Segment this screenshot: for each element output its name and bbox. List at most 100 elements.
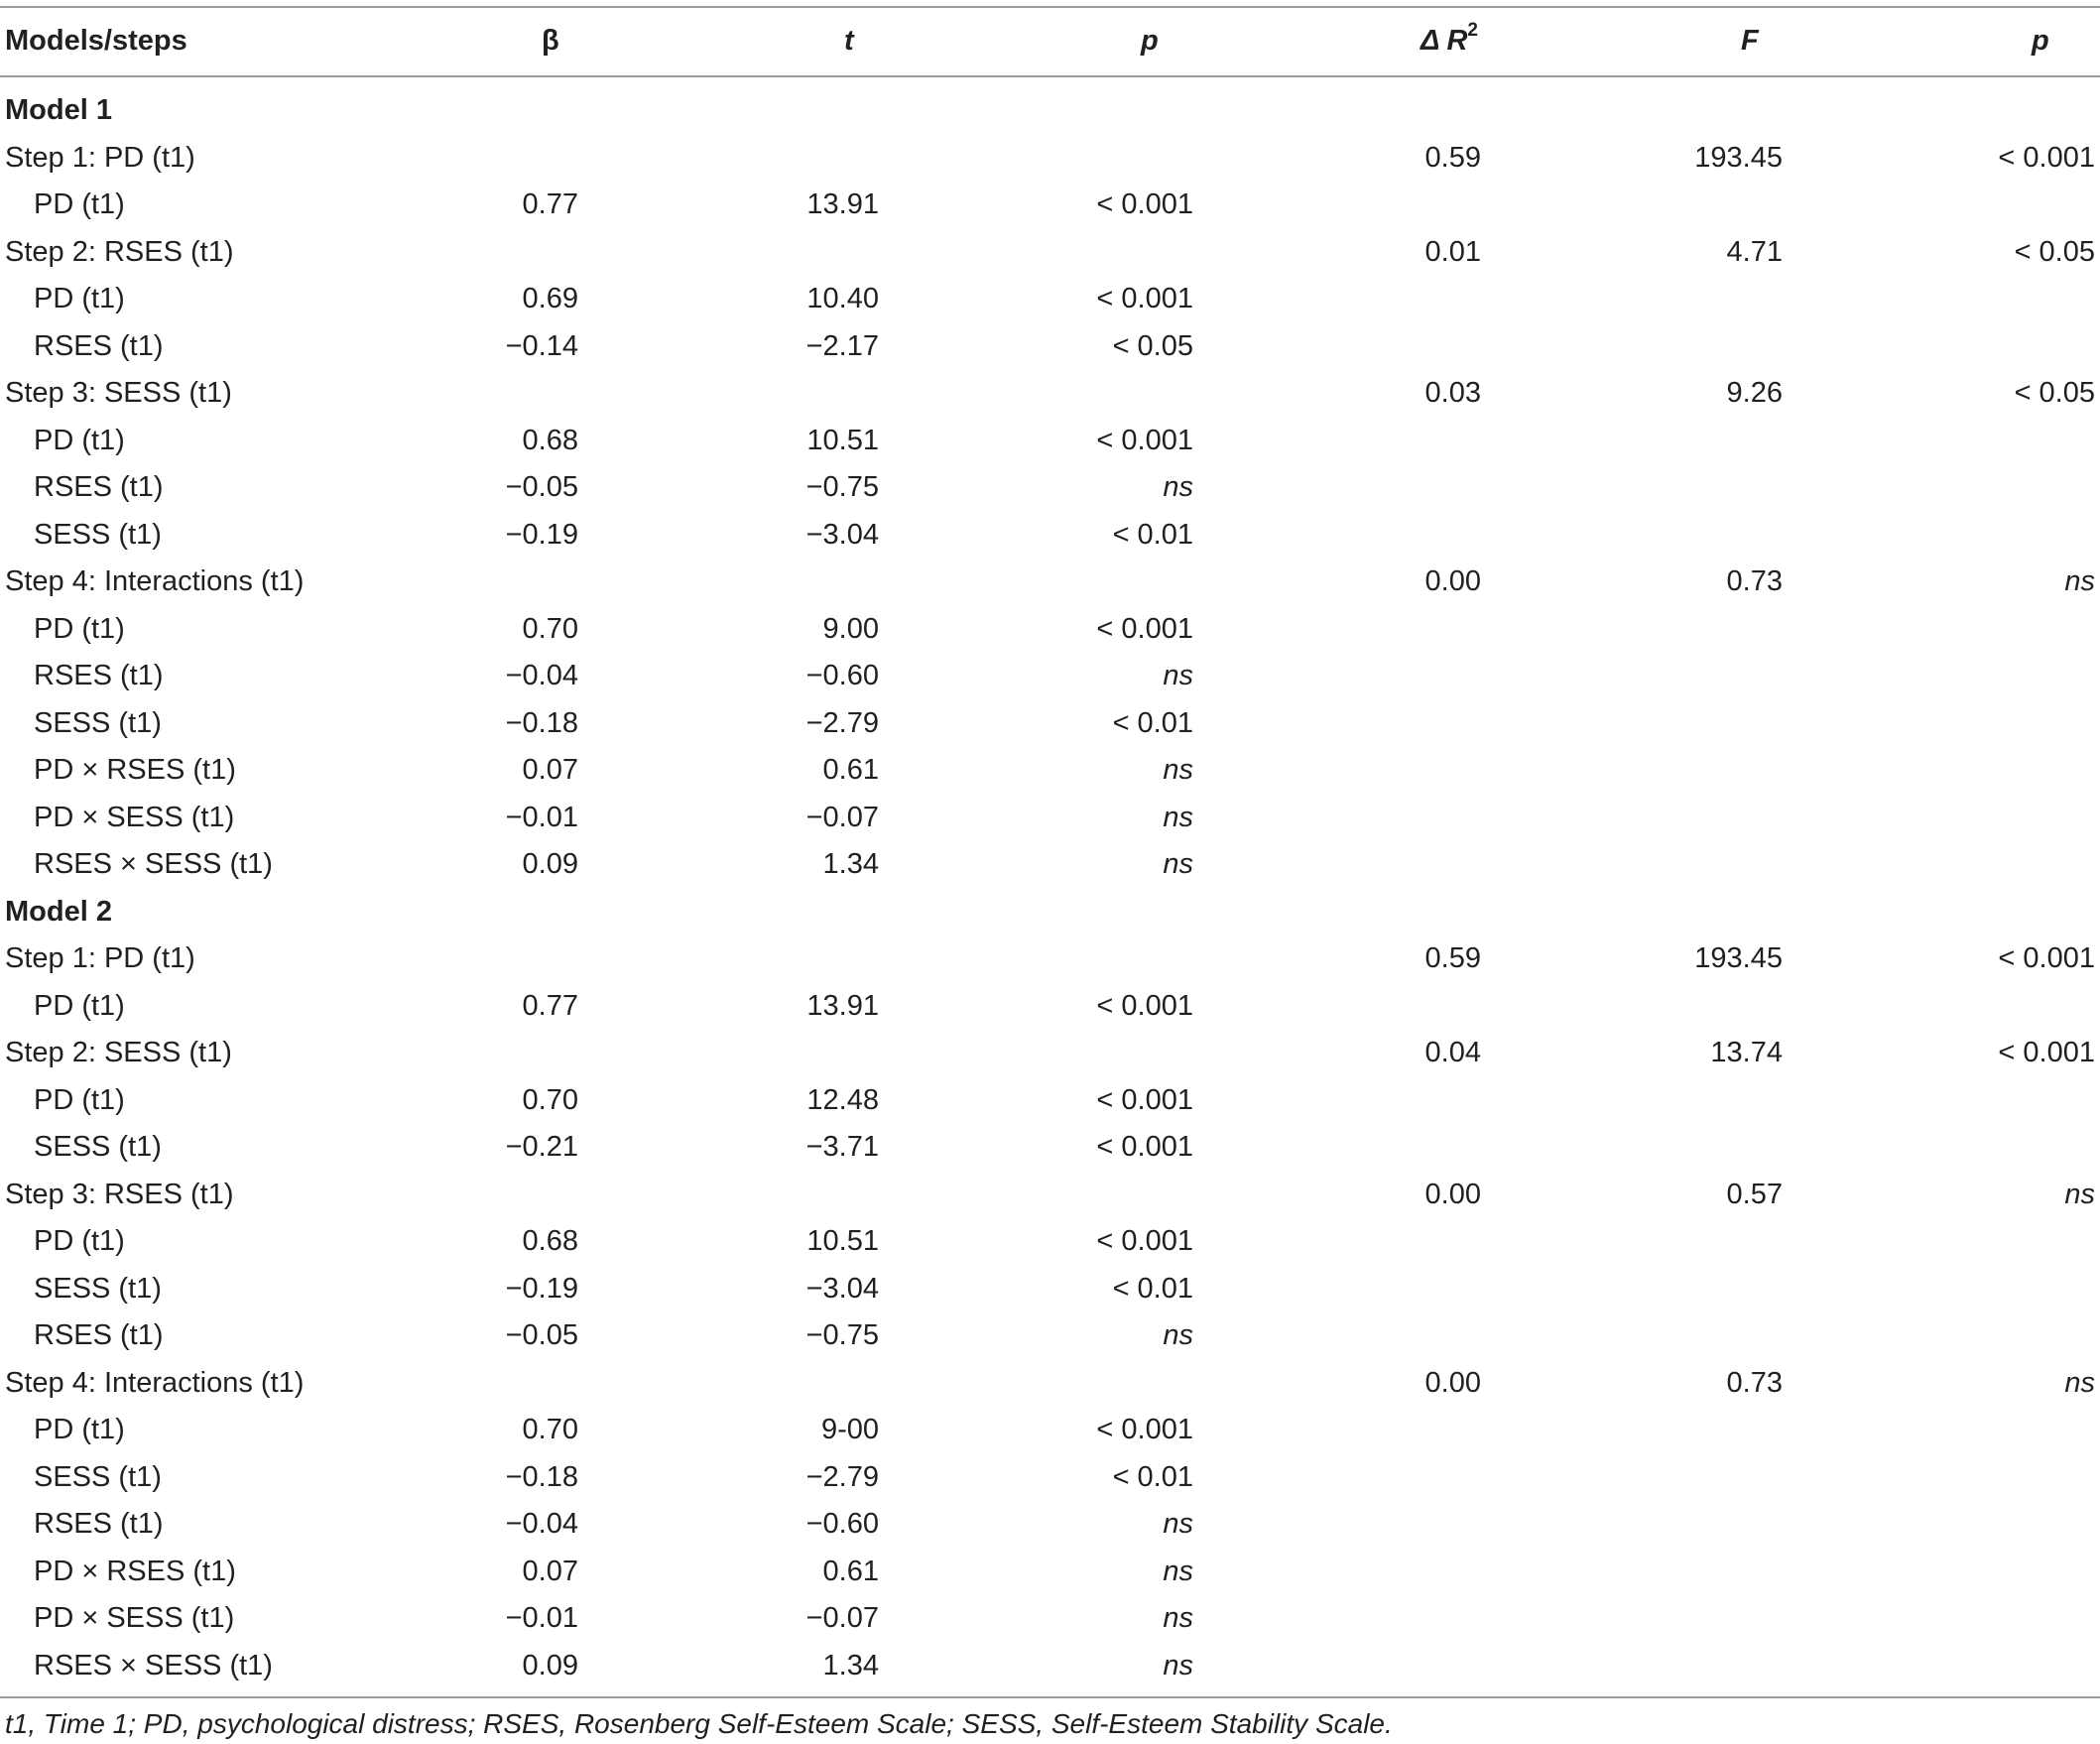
cell-delta-r2: 0.03: [1424, 377, 1481, 409]
table-row: SESS (t1) −0.21 −3.71 < 0.001: [0, 1124, 2100, 1172]
row-label: Step 3: SESS (t1): [5, 377, 232, 409]
cell-t: −0.07: [805, 1602, 879, 1634]
cell-p-model: ns: [2064, 565, 2095, 597]
row-label: SESS (t1): [34, 706, 162, 739]
cell-beta: −0.18: [505, 1460, 578, 1493]
cell-delta-r2: 0.04: [1424, 1037, 1481, 1068]
row-label: RSES (t1): [34, 660, 164, 691]
step-row: Step 3: RSES (t1) 0.00 0.57 ns: [0, 1172, 2100, 1219]
step-row: Step 2: SESS (t1) 0.04 13.74 < 0.001: [0, 1030, 2100, 1077]
cell-p: < 0.001: [1096, 188, 1193, 220]
cell-t: 0.61: [822, 1555, 879, 1587]
table-bottom-rule: [0, 1696, 2100, 1698]
cell-f: 0.73: [1726, 565, 1783, 597]
row-label: Step 4: Interactions (t1): [5, 565, 305, 597]
cell-p-model: < 0.05: [2014, 377, 2095, 409]
model-label: Model 1: [5, 94, 112, 126]
cell-beta: −0.05: [505, 1319, 578, 1351]
row-label: PD × SESS (t1): [34, 801, 235, 833]
row-label: SESS (t1): [34, 1131, 162, 1163]
cell-t: −0.75: [805, 471, 879, 503]
table-row: PD (t1) 0.68 10.51 < 0.001: [0, 1218, 2100, 1266]
header-delta-r2-sup: 2: [1467, 20, 1478, 42]
cell-p-model: ns: [2064, 1366, 2095, 1399]
row-label: PD (t1): [34, 1083, 125, 1116]
table-body: Model 1 Step 1: PD (t1) 0.59 193.45 < 0.001 P…: [0, 87, 2100, 1689]
cell-f: 4.71: [1726, 235, 1783, 268]
cell-beta: −0.04: [505, 660, 578, 691]
table-row: PD (t1) 0.77 13.91 < 0.001: [0, 182, 2100, 229]
cell-p: ns: [1163, 471, 1193, 503]
step-row: Step 3: SESS (t1) 0.03 9.26 < 0.05: [0, 370, 2100, 418]
row-label: Step 2: SESS (t1): [5, 1037, 232, 1068]
row-label: RSES (t1): [34, 1508, 164, 1540]
cell-beta: 0.70: [522, 612, 578, 645]
cell-p: ns: [1163, 1602, 1193, 1634]
cell-t: −0.75: [805, 1319, 879, 1351]
cell-p: < 0.001: [1096, 1083, 1193, 1116]
header-delta-r2-text: Δ R: [1421, 25, 1468, 57]
cell-p-model: < 0.001: [1998, 141, 2095, 174]
header-p: p: [1141, 25, 1159, 57]
cell-p: < 0.001: [1096, 283, 1193, 314]
step-row: Step 4: Interactions (t1) 0.00 0.73 ns: [0, 1360, 2100, 1408]
table-row: PD (t1) 0.77 13.91 < 0.001: [0, 983, 2100, 1031]
header-f: F: [1741, 25, 1759, 57]
cell-delta-r2: 0.00: [1424, 565, 1481, 597]
cell-delta-r2: 0.59: [1424, 942, 1481, 974]
model-heading-row: Model 2: [0, 889, 2100, 936]
cell-beta: −0.19: [505, 518, 578, 551]
cell-t: −3.04: [805, 518, 879, 551]
cell-beta: −0.19: [505, 1272, 578, 1305]
cell-p: < 0.001: [1096, 1131, 1193, 1163]
cell-f: 193.45: [1694, 141, 1783, 174]
cell-beta: 0.69: [522, 283, 578, 314]
cell-p-model: < 0.001: [1998, 942, 2095, 974]
cell-beta: 0.77: [522, 989, 578, 1022]
row-label: Step 4: Interactions (t1): [5, 1366, 305, 1399]
step-row: Step 1: PD (t1) 0.59 193.45 < 0.001: [0, 135, 2100, 183]
cell-p-model: < 0.001: [1998, 1037, 2095, 1068]
cell-p: < 0.001: [1096, 1225, 1193, 1257]
row-label: PD (t1): [34, 424, 125, 456]
cell-p: < 0.001: [1096, 612, 1193, 645]
table-row: SESS (t1) −0.18 −2.79 < 0.01: [0, 1454, 2100, 1502]
table-row: SESS (t1) −0.18 −2.79 < 0.01: [0, 700, 2100, 748]
cell-beta: −0.01: [505, 1602, 578, 1634]
cell-p: < 0.05: [1112, 329, 1193, 362]
cell-p-model: ns: [2064, 1178, 2095, 1210]
cell-t: −2.79: [805, 1460, 879, 1493]
cell-t: 9-00: [820, 1414, 879, 1445]
cell-t: 10.40: [806, 283, 879, 314]
row-label: SESS (t1): [34, 1272, 162, 1305]
table-row: PD × SESS (t1) −0.01 −0.07 ns: [0, 795, 2100, 842]
row-label: RSES (t1): [34, 1319, 164, 1351]
step-row: Step 2: RSES (t1) 0.01 4.71 < 0.05: [0, 229, 2100, 277]
cell-p: < 0.001: [1096, 424, 1193, 456]
cell-t: 13.91: [806, 989, 879, 1022]
cell-f: 0.57: [1726, 1178, 1783, 1210]
cell-beta: −0.01: [505, 801, 578, 833]
cell-p: ns: [1163, 848, 1193, 880]
step-row: Step 1: PD (t1) 0.59 193.45 < 0.001: [0, 935, 2100, 983]
cell-t: −3.71: [805, 1131, 879, 1163]
model-heading-row: Model 1: [0, 87, 2100, 135]
table-row: PD × RSES (t1) 0.07 0.61 ns: [0, 747, 2100, 795]
table-row: RSES (t1) −0.04 −0.60 ns: [0, 1501, 2100, 1549]
row-label: Step 1: PD (t1): [5, 942, 195, 974]
table-row: SESS (t1) −0.19 −3.04 < 0.01: [0, 512, 2100, 560]
row-label: Step 2: RSES (t1): [5, 235, 234, 268]
table-row: PD (t1) 0.69 10.40 < 0.001: [0, 276, 2100, 323]
row-label: PD × RSES (t1): [34, 1555, 236, 1587]
table-row: RSES × SESS (t1) 0.09 1.34 ns: [0, 1643, 2100, 1690]
cell-beta: 0.09: [522, 848, 578, 880]
cell-p: < 0.001: [1096, 1414, 1193, 1445]
row-label: RSES (t1): [34, 329, 164, 362]
table-footnote: t1, Time 1; PD, psychological distress; …: [5, 1708, 1393, 1739]
cell-beta: 0.68: [522, 424, 578, 456]
row-label: PD (t1): [34, 188, 125, 220]
row-label: RSES × SESS (t1): [34, 848, 273, 880]
table-row: PD (t1) 0.70 9-00 < 0.001: [0, 1407, 2100, 1454]
header-beta: β: [542, 25, 559, 57]
table-row: RSES (t1) −0.04 −0.60 ns: [0, 653, 2100, 700]
